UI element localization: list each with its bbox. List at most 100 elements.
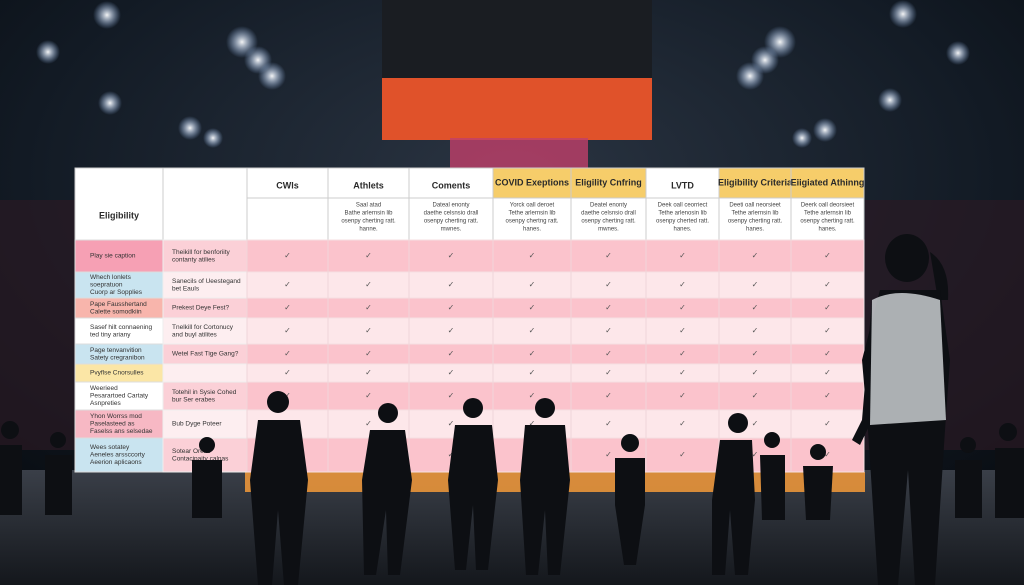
check-mark: ✓ [365,251,372,260]
row-label: Paselasteed as [90,421,135,428]
row-note: Theikill for benforiity [172,249,231,256]
column-subtitle: osenpy cherting ratt. [800,219,855,225]
check-mark: ✓ [679,349,686,358]
header-cell [408,167,494,199]
row-band [246,363,865,383]
row-label: Play sie caption [90,253,136,260]
column-subtitle: hanes. [818,227,836,233]
row-note: Prekest Deye Fest? [172,305,229,312]
check-mark: ✓ [529,251,536,260]
check-mark: ✓ [529,349,536,358]
row-label: Whech lonlets [90,274,132,281]
check-mark: ✓ [824,326,831,335]
check-mark: ✓ [365,303,372,312]
check-mark: ✓ [284,391,291,400]
header-cell [718,167,792,199]
row-label: Faselss ans selsedae [90,428,153,435]
row-note-cell [162,409,248,439]
header-cell [74,167,164,241]
check-mark: ✓ [605,326,612,335]
scoreboard-top [382,0,652,80]
row-label-cell [74,271,164,299]
check-mark: ✓ [365,349,372,358]
column-subtitle: Saal atad [356,203,381,209]
stands-left [0,200,75,450]
person-shirt [870,293,946,425]
check-mark: ✓ [752,251,759,260]
header-sub-cell [492,197,572,241]
check-mark: ✓ [679,326,686,335]
column-header: Athlets [353,180,384,190]
row-note: bur Ser erabes [172,396,216,403]
row-label: ted tiny ariany [90,331,131,338]
check-mark: ✓ [605,368,612,377]
check-mark: ✓ [529,368,536,377]
check-mark: ✓ [679,280,686,289]
column-subtitle: Deek oall ceorriect [658,203,708,209]
check-mark: ✓ [824,368,831,377]
check-mark: ✓ [284,349,291,358]
check-mark: ✓ [752,303,759,312]
check-mark: ✓ [752,391,759,400]
check-mark: ✓ [448,280,455,289]
row-label: Wees sotatey [90,444,130,451]
row-label: Aeneles arssccorty [90,452,146,459]
check-mark: ✓ [824,419,831,428]
row-band [246,381,865,411]
row-label: Weerieed [90,385,118,392]
row-label: Pape Fausshertand [90,301,147,308]
check-mark: ✓ [752,280,759,289]
column-header: Eligility Cnfring [575,177,642,187]
check-mark: ✓ [605,419,612,428]
row-label: Sasef hilt connaening [90,324,153,331]
check-mark: ✓ [824,450,831,459]
row-label: Satety cregranibon [90,354,145,361]
row-note-cell [162,363,248,383]
check-mark: ✓ [448,349,455,358]
check-mark: ✓ [365,280,372,289]
column-subtitle: Tethe arlernsin lib [804,211,852,217]
arena-lights [36,0,970,148]
check-mark: ✓ [365,419,372,428]
row-note: contanty atilies [172,256,216,263]
column-subtitle: hanes. [673,227,691,233]
row-note: Sotear Oreffs [172,448,211,455]
column-header: LVTD [671,180,694,190]
column-subtitle: Tethe arlernsin lib [731,211,779,217]
check-mark: ✓ [679,391,686,400]
header-sub-cell [246,197,329,241]
check-mark: ✓ [284,251,291,260]
column-subtitle: daethe celsnsio drall [424,211,479,217]
check-mark: ✓ [448,303,455,312]
column-subtitle: mwnes. [598,227,619,233]
check-mark: ✓ [752,419,759,428]
check-mark: ✓ [448,326,455,335]
row-label: soepratuon [90,282,123,289]
row-band [246,239,865,273]
check-mark: ✓ [752,349,759,358]
column-subtitle: hanne. [359,227,378,233]
column-subtitle: Dateal enonty [432,203,469,209]
column-subtitle: osenpy cherting ratt. [341,219,396,225]
column-header: CWls [276,180,299,190]
row-note: bet Eauls [172,285,200,292]
check-mark: ✓ [824,280,831,289]
column-subtitle: Yorck oall deroet [510,203,555,209]
check-mark: ✓ [529,326,536,335]
check-mark: ✓ [605,349,612,358]
check-mark: ✓ [448,391,455,400]
header-sub-cell [408,197,494,241]
row-band [246,317,865,345]
check-mark: ✓ [365,326,372,335]
column-subtitle: Bathe arlernsin lib [344,211,393,217]
row-note: and buyl atilites [172,331,218,338]
check-mark: ✓ [529,391,536,400]
column-subtitle: hanes. [523,227,541,233]
screen [450,138,588,168]
check-mark: ✓ [824,303,831,312]
check-mark: ✓ [448,368,455,377]
column-header: Coments [432,180,471,190]
check-mark: ✓ [679,419,686,428]
check-mark: ✓ [679,368,686,377]
